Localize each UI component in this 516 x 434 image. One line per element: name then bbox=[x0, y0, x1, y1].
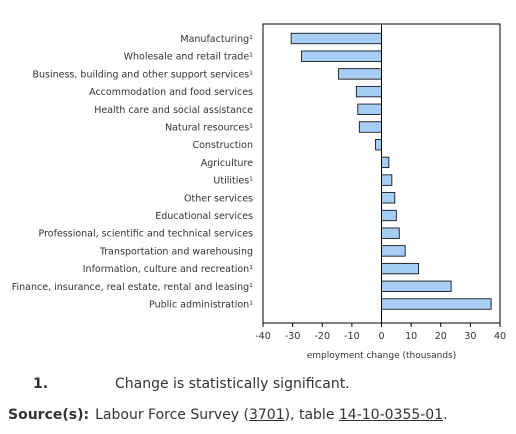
bar-chart-svg: Manufacturing¹ Wholesale and retail trade… bbox=[12, 23, 506, 361]
bar bbox=[381, 174, 393, 186]
category-label: Information, culture and recreation¹ bbox=[83, 264, 253, 275]
category-label: Transportation and warehousing bbox=[99, 246, 253, 257]
category-label: Natural resources¹ bbox=[165, 123, 253, 134]
x-tick-label: -20 bbox=[314, 331, 330, 342]
bar bbox=[301, 50, 382, 62]
x-tick-label: -40 bbox=[255, 331, 271, 342]
x-tick-label: 20 bbox=[435, 331, 447, 342]
survey-link[interactable]: 3701 bbox=[248, 407, 285, 423]
bar bbox=[381, 227, 400, 239]
x-tick-label: 30 bbox=[464, 331, 476, 342]
x-tick-label: -10 bbox=[344, 331, 360, 342]
table-link[interactable]: 14-10-0355-01 bbox=[338, 407, 444, 423]
category-label: Finance, insurance, real estate, rental … bbox=[12, 282, 253, 293]
bar bbox=[381, 262, 419, 275]
category-label: Accommodation and food services bbox=[89, 87, 253, 98]
bar bbox=[381, 192, 396, 204]
category-label: Agriculture bbox=[201, 158, 253, 169]
x-tick-label: 10 bbox=[405, 331, 417, 342]
bar bbox=[381, 209, 397, 222]
bar bbox=[381, 156, 390, 169]
category-label: Professional, scientific and technical s… bbox=[39, 229, 254, 240]
source-text-after: . bbox=[443, 407, 448, 423]
bar bbox=[358, 121, 382, 133]
category-label: Wholesale and retail trade¹ bbox=[124, 52, 254, 63]
category-label: Educational services bbox=[155, 211, 253, 222]
bar bbox=[290, 32, 382, 45]
source-label: Source(s): bbox=[8, 407, 90, 423]
x-tick-label: 0 bbox=[378, 331, 384, 342]
footnote-text: Change is statistically significant. bbox=[115, 376, 350, 392]
source-line: Source(s): Labour Force Survey (3701), ta… bbox=[8, 407, 448, 423]
bar bbox=[381, 298, 492, 310]
category-label: Manufacturing¹ bbox=[180, 34, 253, 45]
category-label: Construction bbox=[193, 140, 254, 151]
bar bbox=[355, 85, 382, 98]
bar bbox=[381, 245, 406, 257]
x-tick-label: -30 bbox=[285, 331, 301, 342]
category-label: Utilities¹ bbox=[213, 176, 253, 187]
chart: Manufacturing¹ Wholesale and retail trade… bbox=[12, 23, 506, 361]
bar bbox=[338, 68, 382, 80]
x-tick-label: 40 bbox=[494, 331, 506, 342]
category-label: Other services bbox=[184, 193, 253, 204]
bar bbox=[375, 139, 382, 151]
source-text-middle: ), table bbox=[284, 407, 339, 423]
footnote: 1. Change is statistically significant. bbox=[33, 376, 350, 392]
category-label: Business, building and other support ser… bbox=[32, 69, 253, 80]
bar bbox=[357, 103, 382, 115]
category-label: Health care and social assistance bbox=[94, 105, 253, 116]
bar bbox=[381, 280, 452, 292]
source-text-before: Labour Force Survey ( bbox=[95, 407, 249, 423]
x-axis-title: employment change (thousands) bbox=[307, 351, 457, 361]
category-label: Public administration¹ bbox=[149, 300, 253, 311]
footnote-number: 1. bbox=[33, 376, 49, 392]
